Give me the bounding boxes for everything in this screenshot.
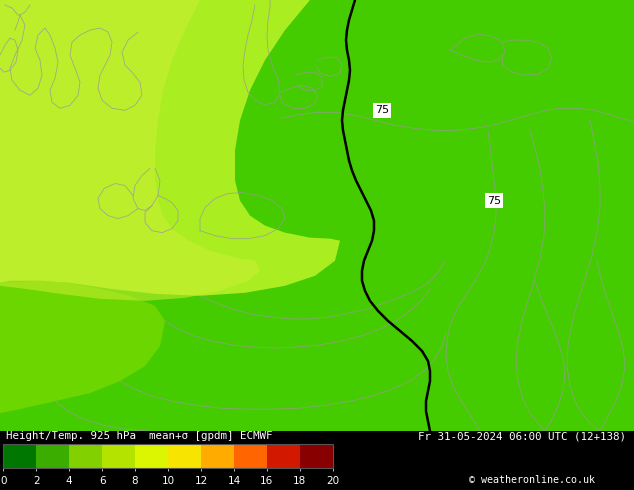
Text: Height/Temp. 925 hPa  mean+σ [gpdm] ECMWF: Height/Temp. 925 hPa mean+σ [gpdm] ECMWF xyxy=(6,431,273,441)
Polygon shape xyxy=(0,0,260,301)
Text: © weatheronline.co.uk: © weatheronline.co.uk xyxy=(469,475,595,485)
Text: 75: 75 xyxy=(487,196,501,206)
Polygon shape xyxy=(0,281,165,413)
Polygon shape xyxy=(0,0,340,296)
Text: Fr 31-05-2024 06:00 UTC (12+138): Fr 31-05-2024 06:00 UTC (12+138) xyxy=(418,431,626,441)
Text: 75: 75 xyxy=(375,105,389,115)
